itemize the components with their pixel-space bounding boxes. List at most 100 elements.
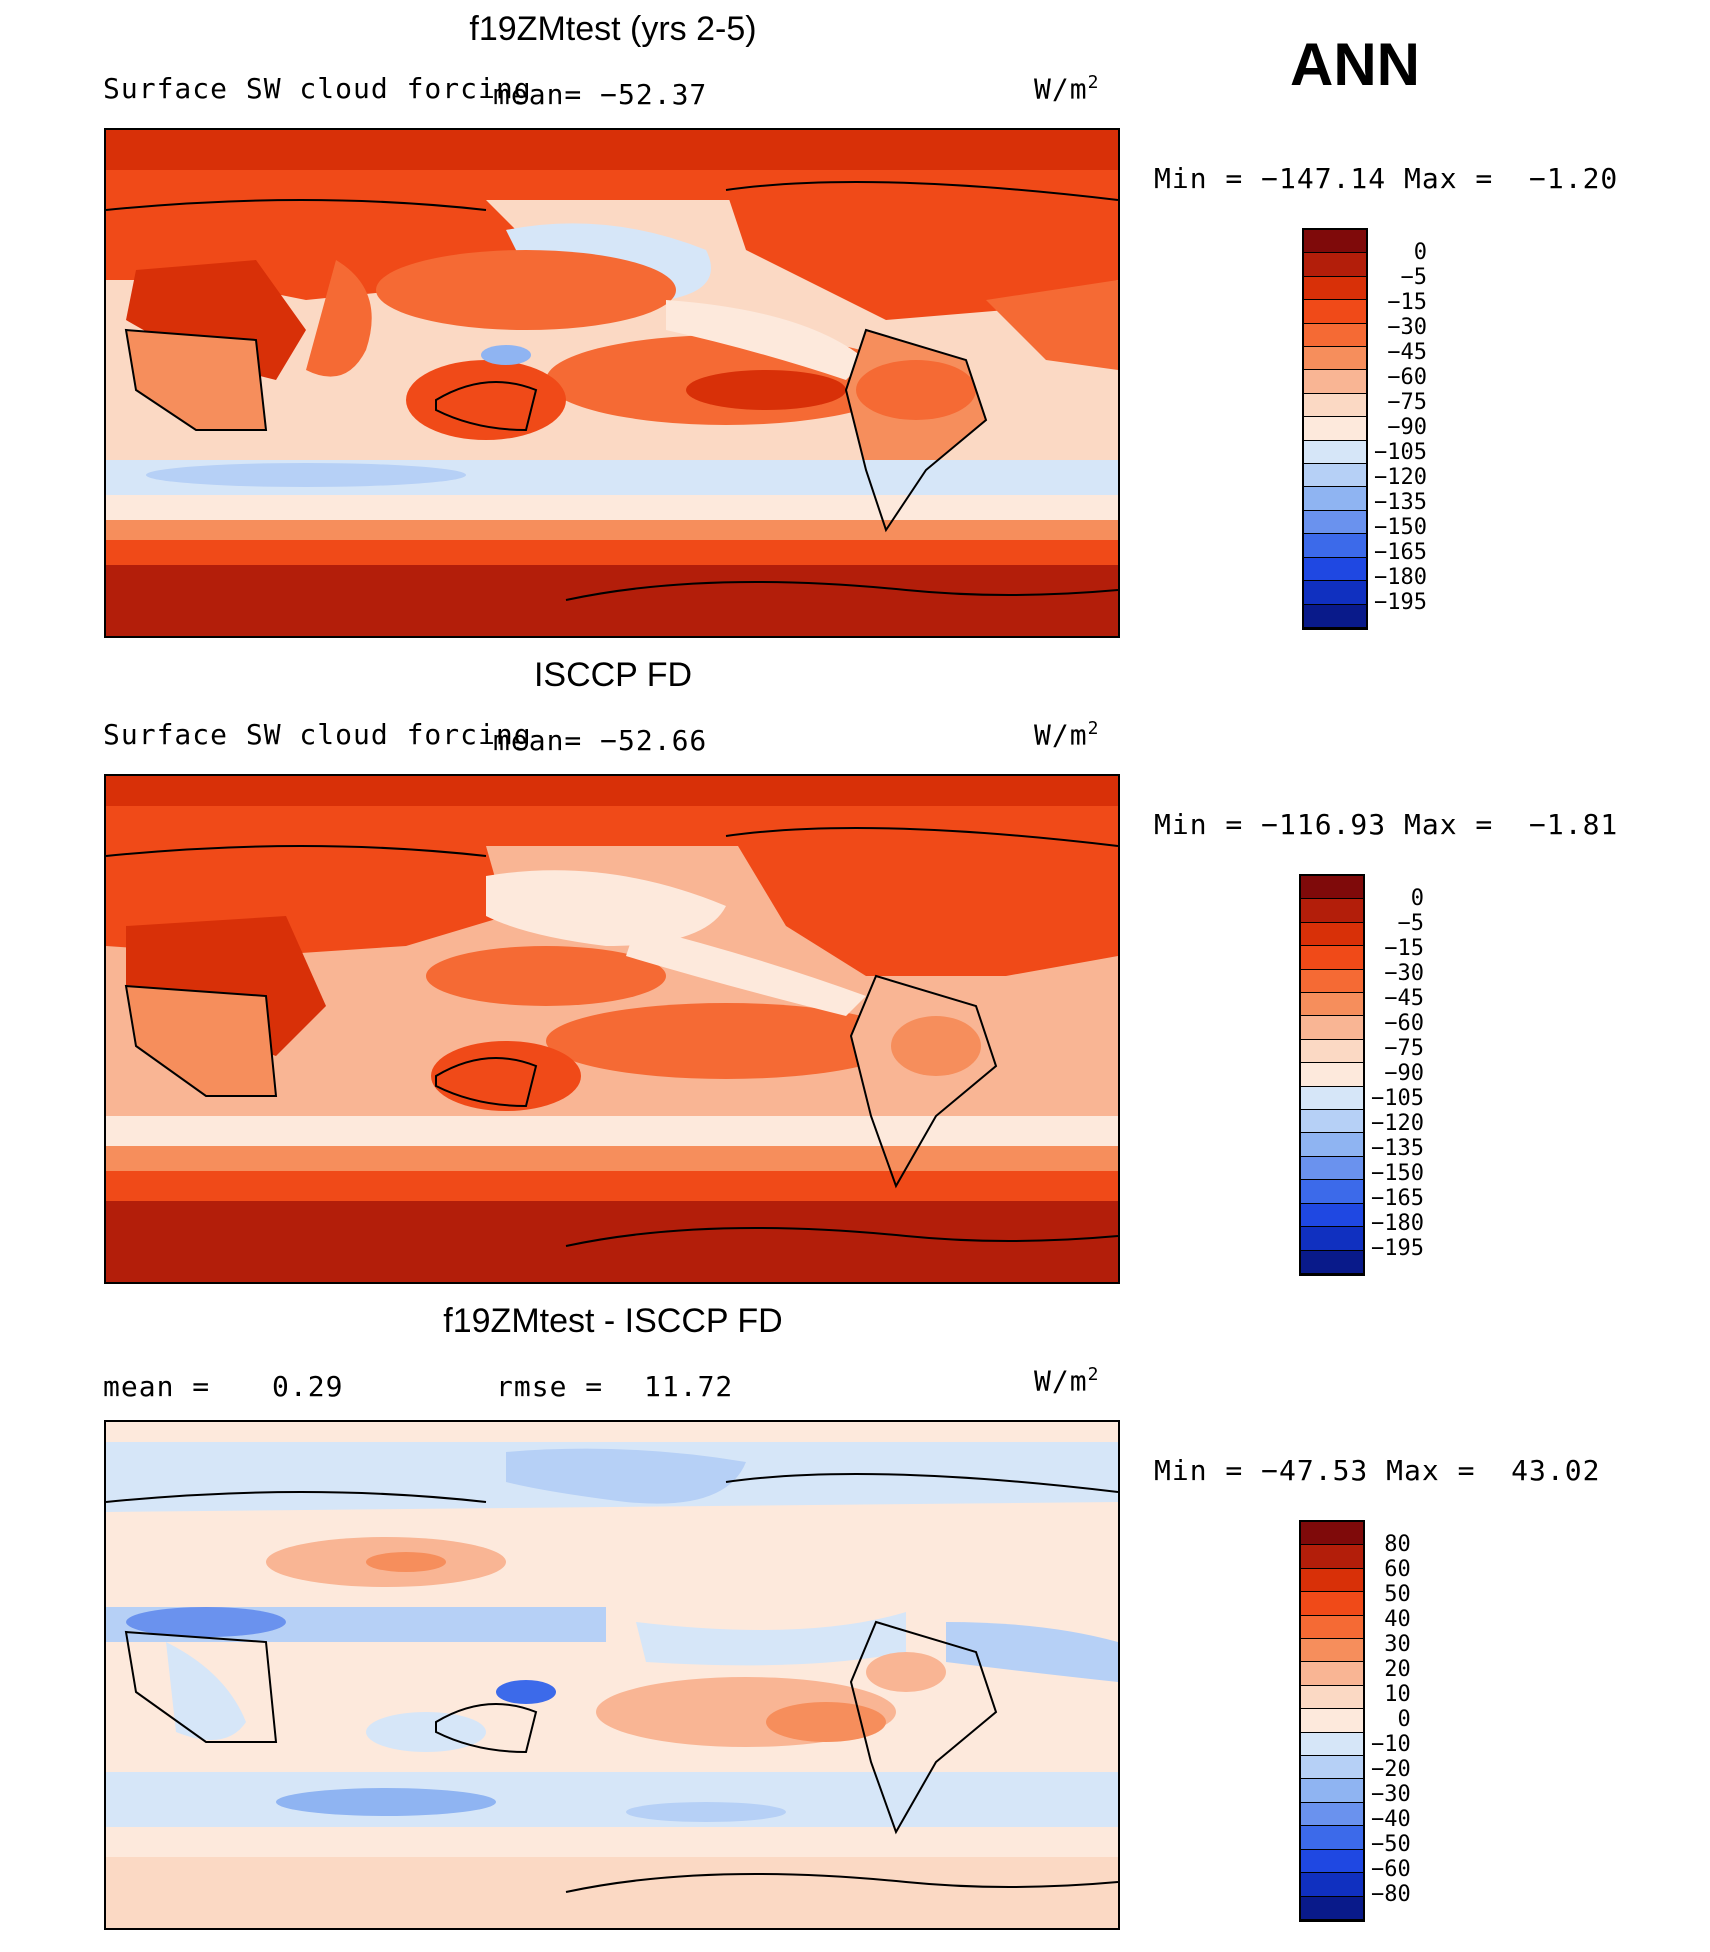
panel3-rmse-value: 11.72 bbox=[644, 1370, 734, 1403]
panel3-title: f19ZMtest - ISCCP FD bbox=[443, 1302, 783, 1340]
colorbar-tick-label: −20 bbox=[1371, 1757, 1411, 1782]
colorbar-swatch bbox=[1301, 1685, 1363, 1710]
colorbar-tick-label: 10 bbox=[1384, 1682, 1411, 1707]
colorbar-tick-label: 0 bbox=[1397, 1707, 1411, 1732]
colorbar-tick-label: 60 bbox=[1384, 1557, 1411, 1582]
colorbar-tick-label: −105 bbox=[1374, 440, 1427, 465]
colorbar-tick-label: −180 bbox=[1374, 565, 1427, 590]
panel1-colorbar-labels: 0 −5 −15 −30 −45 −60 −75 −90 −105 −120 −135 −150 −16… bbox=[1374, 240, 1427, 615]
colorbar-swatch bbox=[1301, 1250, 1363, 1274]
colorbar-tick-label: −30 bbox=[1371, 1782, 1411, 1807]
colorbar-swatch bbox=[1304, 464, 1366, 488]
colorbar-tick-label: −5 bbox=[1397, 911, 1424, 936]
panel1-minmax: Min = −147.14 Max = −1.20 bbox=[1154, 162, 1619, 195]
colorbar-swatch bbox=[1301, 1568, 1363, 1593]
colorbar-tick-label: −165 bbox=[1374, 540, 1427, 565]
colorbar-tick-label: −30 bbox=[1387, 315, 1427, 340]
colorbar-tick-label: −150 bbox=[1374, 515, 1427, 540]
colorbar-tick-label: −195 bbox=[1374, 590, 1427, 615]
colorbar-tick-label: 0 bbox=[1413, 240, 1427, 265]
colorbar-swatch bbox=[1304, 370, 1366, 394]
panel2-title: ISCCP FD bbox=[533, 656, 693, 694]
colorbar-tick-label: −5 bbox=[1400, 265, 1427, 290]
panel3-minmax: Min = −47.53 Max = 43.02 bbox=[1154, 1454, 1601, 1487]
colorbar-tick-label: −180 bbox=[1371, 1211, 1424, 1236]
colorbar-tick-label: −80 bbox=[1371, 1882, 1411, 1907]
colorbar-swatch bbox=[1304, 510, 1366, 535]
panel3-units: W/m2 bbox=[1034, 1364, 1100, 1398]
colorbar-swatch bbox=[1304, 487, 1366, 511]
colorbar-tick-label: −30 bbox=[1384, 961, 1424, 986]
colorbar-tick-label: −60 bbox=[1387, 365, 1427, 390]
colorbar-swatch bbox=[1301, 1016, 1363, 1040]
panel3-rmse-label: rmse = bbox=[496, 1370, 604, 1403]
colorbar-swatch bbox=[1301, 1802, 1363, 1827]
colorbar-swatch bbox=[1304, 347, 1366, 371]
colorbar-tick-label: −75 bbox=[1384, 1036, 1424, 1061]
colorbar-tick-label: −90 bbox=[1387, 415, 1427, 440]
colorbar-swatch bbox=[1301, 922, 1363, 947]
colorbar-tick-label: −135 bbox=[1374, 490, 1427, 515]
colorbar-swatch bbox=[1301, 1039, 1363, 1064]
colorbar-swatch bbox=[1301, 1873, 1363, 1897]
colorbar-tick-label: −45 bbox=[1387, 340, 1427, 365]
colorbar-swatch bbox=[1301, 1849, 1363, 1874]
panel3-colorbar bbox=[1299, 1520, 1365, 1922]
colorbar-swatch bbox=[1301, 1662, 1363, 1686]
colorbar-tick-label: −75 bbox=[1387, 390, 1427, 415]
colorbar-swatch bbox=[1304, 276, 1366, 301]
panel1-title: f19ZMtest (yrs 2-5) bbox=[469, 10, 757, 48]
colorbar-tick-label: −165 bbox=[1371, 1186, 1424, 1211]
colorbar-tick-label: −90 bbox=[1384, 1061, 1424, 1086]
colorbar-tick-label: −150 bbox=[1371, 1161, 1424, 1186]
colorbar-swatch bbox=[1301, 1133, 1363, 1157]
panel2-colorbar bbox=[1299, 874, 1365, 1276]
panel1-units: W/m2 bbox=[1034, 72, 1100, 106]
season-label: ANN bbox=[1290, 31, 1420, 98]
colorbar-tick-label: −60 bbox=[1371, 1857, 1411, 1882]
colorbar-swatch bbox=[1301, 1063, 1363, 1087]
colorbar-tick-label: −105 bbox=[1371, 1086, 1424, 1111]
colorbar-swatch bbox=[1301, 946, 1363, 970]
colorbar-swatch bbox=[1304, 604, 1366, 628]
colorbar-tick-label: −15 bbox=[1384, 936, 1424, 961]
colorbar-swatch bbox=[1301, 1522, 1363, 1546]
colorbar-tick-label: −45 bbox=[1384, 986, 1424, 1011]
colorbar-swatch bbox=[1301, 1203, 1363, 1228]
panel2-mean: mean= −52.66 bbox=[493, 724, 708, 757]
colorbar-tick-label: −135 bbox=[1371, 1136, 1424, 1161]
colorbar-swatch bbox=[1304, 300, 1366, 324]
colorbar-swatch bbox=[1301, 1615, 1363, 1640]
colorbar-swatch bbox=[1301, 1227, 1363, 1251]
colorbar-swatch bbox=[1304, 581, 1366, 605]
colorbar-tick-label: −50 bbox=[1371, 1832, 1411, 1857]
panel1-colorbar bbox=[1302, 228, 1368, 630]
panel3-map bbox=[104, 1420, 1120, 1930]
colorbar-tick-label: −40 bbox=[1371, 1807, 1411, 1832]
panel2-map bbox=[104, 774, 1120, 1284]
colorbar-tick-label: 0 bbox=[1410, 886, 1424, 911]
panel2-variable-label: Surface SW cloud forcing bbox=[103, 718, 532, 751]
colorbar-swatch bbox=[1301, 899, 1363, 923]
colorbar-tick-label: 30 bbox=[1384, 1632, 1411, 1657]
panel2-minmax: Min = −116.93 Max = −1.81 bbox=[1154, 808, 1619, 841]
colorbar-swatch bbox=[1301, 1896, 1363, 1920]
panel3-mean-value: 0.29 bbox=[272, 1370, 344, 1403]
colorbar-tick-label: 40 bbox=[1384, 1607, 1411, 1632]
colorbar-swatch bbox=[1301, 1709, 1363, 1733]
panel1-map bbox=[104, 128, 1120, 638]
colorbar-tick-label: 20 bbox=[1384, 1657, 1411, 1682]
colorbar-tick-label: −120 bbox=[1374, 465, 1427, 490]
colorbar-swatch bbox=[1304, 557, 1366, 582]
colorbar-swatch bbox=[1301, 1545, 1363, 1569]
colorbar-swatch bbox=[1301, 1732, 1363, 1757]
colorbar-tick-label: −120 bbox=[1371, 1111, 1424, 1136]
panel3-mean-label: mean = bbox=[103, 1370, 211, 1403]
colorbar-swatch bbox=[1304, 230, 1366, 254]
colorbar-swatch bbox=[1301, 1826, 1363, 1850]
colorbar-swatch bbox=[1304, 440, 1366, 465]
colorbar-swatch bbox=[1304, 253, 1366, 277]
colorbar-swatch bbox=[1304, 417, 1366, 441]
colorbar-swatch bbox=[1301, 1592, 1363, 1616]
colorbar-swatch bbox=[1301, 1156, 1363, 1181]
